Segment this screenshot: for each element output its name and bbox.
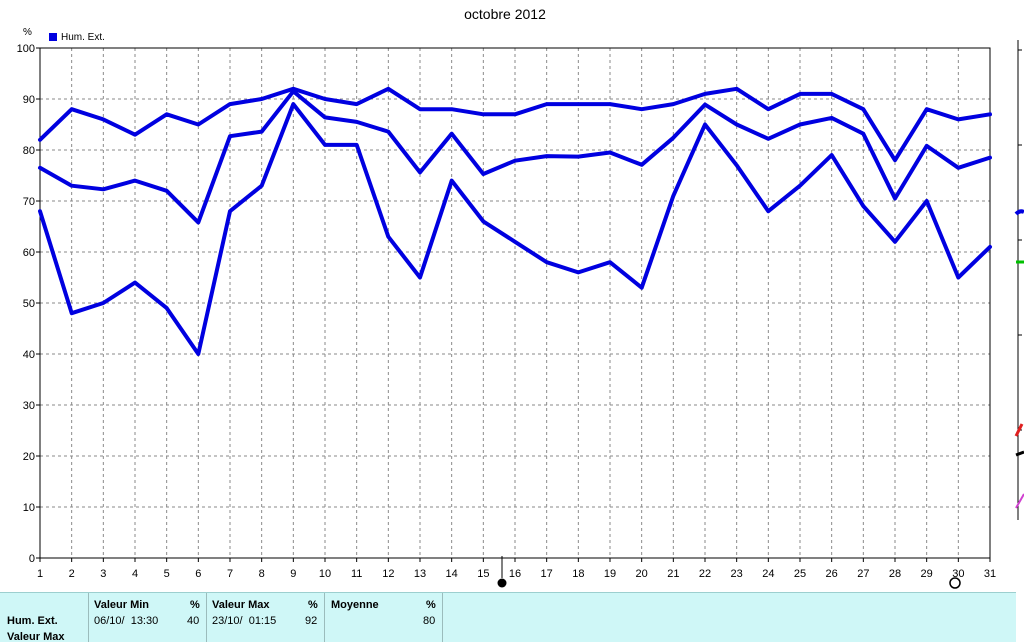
y-tick-label: 90	[23, 94, 35, 106]
max-column: Valeur Max % 23/10/ 01:15 92	[206, 593, 324, 642]
side-red-mark	[1014, 423, 1024, 437]
x-tick-label: 30	[952, 568, 964, 580]
summary-panel: Hum. Ext. Valeur Max Valeur Min % 06/10/…	[0, 592, 1016, 643]
mean-unit: %	[426, 599, 436, 611]
y-tick-label: 80	[23, 145, 35, 157]
legend-label: Hum. Ext.	[61, 32, 105, 43]
y-tick-label: 50	[23, 298, 35, 310]
y-tick-label: 20	[23, 451, 35, 463]
x-tick-label: 31	[984, 568, 996, 580]
summary-second-label: Valeur Max	[7, 631, 65, 643]
x-tick-label: 23	[731, 568, 743, 580]
mean-column: Moyenne % 80	[324, 593, 442, 642]
x-tick-label: 2	[69, 568, 75, 580]
x-tick-label: 7	[227, 568, 233, 580]
min-header: Valeur Min	[94, 599, 150, 611]
min-column: Valeur Min % 06/10/ 13:30 40	[88, 593, 206, 642]
max-unit: %	[308, 599, 318, 611]
y-tick-label: 70	[23, 196, 35, 208]
y-tick-label: 60	[23, 247, 35, 259]
max-header: Valeur Max	[212, 599, 270, 611]
x-tick-label: 21	[667, 568, 679, 580]
side-black-mark	[1015, 450, 1024, 457]
plot-frame	[39, 47, 991, 559]
x-tick-label: 15	[477, 568, 489, 580]
mean-value: 80	[423, 615, 436, 627]
x-tick-label: 28	[889, 568, 901, 580]
x-tick-label: 10	[319, 568, 331, 580]
y-tick-label: 100	[17, 43, 35, 55]
x-tick-label: 17	[541, 568, 553, 580]
x-tick-label: 11	[351, 568, 362, 580]
max-value: 92	[305, 615, 318, 627]
x-tick-label: 20	[636, 568, 648, 580]
legend-swatch	[49, 33, 57, 41]
day-marker-dot	[497, 578, 507, 588]
x-tick-label: 18	[572, 568, 584, 580]
x-tick-label: 5	[164, 568, 170, 580]
min-unit: %	[190, 599, 200, 611]
panel-divider	[442, 593, 443, 642]
x-tick-label: 9	[290, 568, 296, 580]
x-tick-label: 16	[509, 568, 521, 580]
series-line-max	[38, 86, 992, 163]
x-tick-label: 8	[259, 568, 265, 580]
legend: Hum. Ext.	[49, 32, 105, 43]
min-value: 40	[187, 615, 200, 627]
y-tick-label: 40	[23, 349, 35, 361]
x-tick-label: 12	[382, 568, 394, 580]
mean-header: Moyenne	[331, 599, 379, 611]
x-tick-label: 19	[604, 568, 616, 580]
x-tick-label: 4	[132, 568, 138, 580]
x-tick-label: 22	[699, 568, 711, 580]
x-tick-label: 25	[794, 568, 806, 580]
x-tick-label: 6	[195, 568, 201, 580]
y-tick-label: 10	[23, 502, 35, 514]
y-tick-label: 0	[29, 553, 35, 565]
x-tick-label: 13	[414, 568, 426, 580]
x-tick-label: 24	[762, 568, 774, 580]
summary-series-label: Hum. Ext.	[7, 615, 58, 627]
end-marker-circle	[949, 577, 961, 589]
side-marks	[1014, 40, 1024, 520]
chart-title: octobre 2012	[464, 6, 546, 22]
series-line-mean	[38, 89, 992, 225]
y-tick-label: 30	[23, 400, 35, 412]
x-tick-label: 1	[37, 568, 43, 580]
y-axis-unit: %	[23, 27, 32, 38]
x-tick-label: 26	[826, 568, 838, 580]
side-magenta-mark	[1015, 493, 1024, 509]
min-date: 06/10/ 13:30	[94, 615, 159, 627]
x-tick-label: 3	[100, 568, 106, 580]
series-line-min	[38, 102, 992, 356]
side-blue-mark	[1014, 209, 1024, 216]
x-tick-label: 27	[857, 568, 869, 580]
x-tick-label: 14	[446, 568, 458, 580]
x-tick-label: 29	[921, 568, 933, 580]
max-date: 23/10/ 01:15	[212, 615, 277, 627]
